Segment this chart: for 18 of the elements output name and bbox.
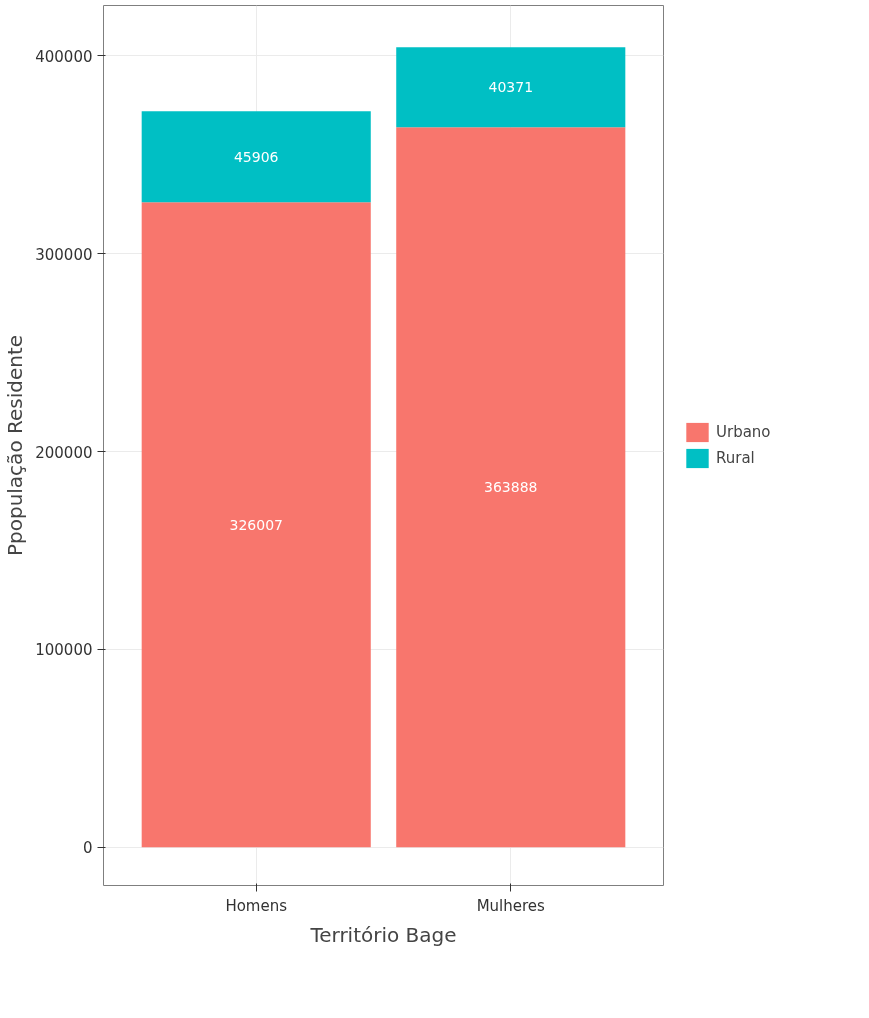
data-label: 45906 (233, 148, 279, 165)
legend-label: Urbano (716, 423, 771, 441)
x-axis-title: Território Bage (309, 922, 457, 947)
data-label: 40371 (488, 79, 534, 96)
y-tick-label: 0 (82, 839, 93, 858)
y-axis-title: Ppopulação Residente (3, 334, 28, 557)
y-tick-label: 400000 (35, 47, 93, 66)
y-tick-label: 300000 (35, 245, 93, 264)
bar (141, 111, 371, 203)
x-tick-label: Mulheres (476, 896, 546, 915)
data-label: 326007 (229, 516, 283, 533)
data-label: 363888 (484, 479, 538, 496)
legend-label: Rural (716, 449, 755, 467)
x-tick-label: Homens (225, 896, 288, 915)
y-tick-label: 100000 (35, 641, 93, 660)
y-tick-label: 200000 (35, 443, 93, 462)
bar (141, 202, 371, 848)
bar (396, 47, 626, 128)
